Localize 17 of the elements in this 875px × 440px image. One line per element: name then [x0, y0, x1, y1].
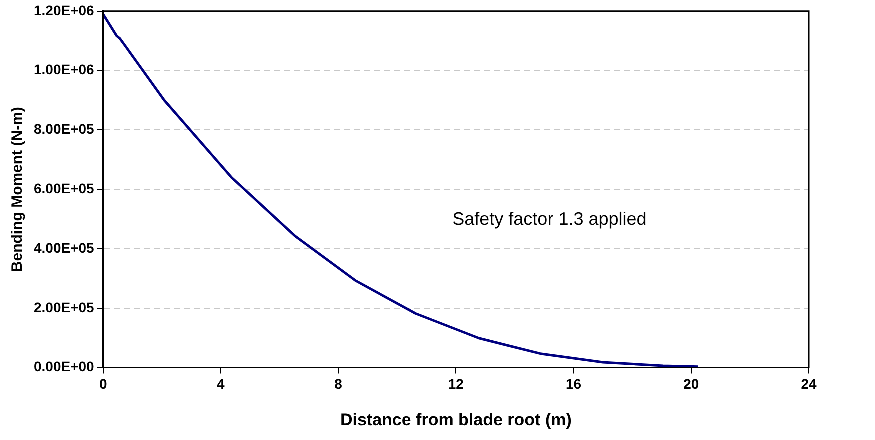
y-tick-label: 1.20E+06 — [34, 2, 95, 18]
x-tick-label: 12 — [448, 376, 464, 392]
annotation: Safety factor 1.3 applied — [452, 208, 647, 229]
x-tick-label: 16 — [566, 376, 582, 392]
y-tick-label: 2.00E+05 — [34, 299, 95, 316]
x-tick-label: 24 — [801, 376, 817, 392]
x-tick-label: 4 — [217, 376, 226, 392]
y-tick-label: 6.00E+05 — [34, 180, 95, 196]
y-tick-label: 1.00E+06 — [34, 62, 95, 78]
y-tick-label: 8.00E+05 — [34, 121, 95, 138]
y-axis-title: Bending Moment (N-m) — [9, 107, 26, 272]
x-tick-label: 0 — [99, 376, 108, 392]
y-tick-label: 4.00E+05 — [34, 240, 95, 256]
x-axis-title: Distance from blade root (m) — [340, 410, 572, 430]
x-tick-label: 20 — [684, 376, 700, 392]
x-tick-label: 8 — [334, 376, 343, 392]
y-tick-label: 0.00E+00 — [34, 358, 95, 375]
